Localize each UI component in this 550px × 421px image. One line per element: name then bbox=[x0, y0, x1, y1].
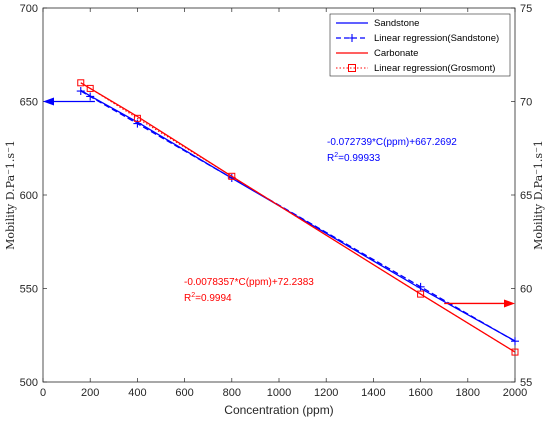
sandstone-r2-exponent: 2 bbox=[334, 152, 338, 159]
square-marker bbox=[511, 348, 519, 356]
x-tick-label: 200 bbox=[81, 387, 99, 399]
y-axis-label-right: Mobility D.Pa⁻1.s⁻1 bbox=[532, 140, 545, 250]
carbonate-r2: R2=0.9994 bbox=[184, 292, 232, 304]
series-line-2 bbox=[80, 82, 516, 353]
carbonate-r2-exponent: 2 bbox=[191, 292, 195, 299]
plus-marker bbox=[76, 87, 85, 96]
legend-marker-square bbox=[348, 64, 356, 72]
x-axis-label: Concentration (ppm) bbox=[224, 403, 333, 417]
x-tick-label: 0 bbox=[40, 387, 46, 399]
legend-label-carbonate: Carbonate bbox=[374, 48, 418, 59]
y-right-tick-label: 70 bbox=[520, 97, 532, 109]
axis-ticks: 0 200 400 600 800 1000 1200 1400 1600 1800 2000 500… bbox=[20, 3, 533, 399]
legend-marker-plus bbox=[348, 34, 356, 42]
x-tick-label: 800 bbox=[223, 387, 241, 399]
x-tick-label: 1800 bbox=[456, 387, 480, 399]
y-left-tick-label: 500 bbox=[20, 377, 38, 389]
carbonate-r2-value: =0.9994 bbox=[195, 293, 232, 304]
legend-label-grosmont-regression: Linear regression(Grosmont) bbox=[374, 63, 495, 74]
y-left-tick-label: 600 bbox=[20, 190, 38, 202]
legend-box bbox=[329, 13, 511, 77]
plus-marker bbox=[416, 282, 425, 291]
x-tick-label: 2000 bbox=[503, 387, 527, 399]
red-arrow-head bbox=[504, 299, 515, 308]
square-marker bbox=[133, 114, 141, 122]
x-tick-label: 600 bbox=[175, 387, 193, 399]
plus-marker bbox=[86, 92, 95, 101]
square-marker bbox=[86, 84, 94, 92]
plus-marker bbox=[511, 337, 519, 346]
sandstone-r2: R2=0.99933 bbox=[327, 152, 381, 164]
y-left-tick-label: 700 bbox=[20, 3, 38, 15]
sandstone-r2-value: =0.99933 bbox=[338, 153, 380, 164]
series-line-1 bbox=[80, 90, 516, 342]
y-right-tick-label: 65 bbox=[520, 190, 532, 202]
y-right-tick-label: 60 bbox=[520, 284, 532, 296]
x-tick-label: 400 bbox=[128, 387, 146, 399]
square-marker bbox=[77, 79, 85, 87]
x-tick-label: 1000 bbox=[267, 387, 291, 399]
x-tick-label: 1600 bbox=[408, 387, 432, 399]
y-right-tick-label: 55 bbox=[520, 377, 532, 389]
y-axis-label-left: Mobility D.Pa⁻1.s⁻1 bbox=[4, 140, 17, 250]
sandstone-equation: -0.072739*C(ppm)+667.2692 bbox=[327, 137, 457, 148]
x-tick-label: 1400 bbox=[361, 387, 385, 399]
square-marker bbox=[417, 290, 425, 298]
square-marker bbox=[228, 172, 236, 180]
series-layer bbox=[76, 79, 519, 356]
carbonate-equation: -0.0078357*C(ppm)+72.2383 bbox=[184, 277, 314, 288]
y-left-tick-label: 550 bbox=[20, 284, 38, 296]
x-tick-label: 1200 bbox=[314, 387, 338, 399]
y-right-tick-label: 75 bbox=[520, 3, 532, 15]
y-left-tick-label: 650 bbox=[20, 97, 38, 109]
sandstone-r2-prefix: R bbox=[327, 153, 334, 164]
arrows-layer bbox=[43, 97, 515, 308]
legend-label-sandstone: Sandstone bbox=[374, 18, 419, 29]
legend-label-sandstone-regression: Linear regression(Sandstone) bbox=[374, 33, 499, 44]
carbonate-r2-prefix: R bbox=[184, 293, 191, 304]
legend: Sandstone Linear regression(Sandstone) C… bbox=[329, 13, 511, 77]
blue-arrow-head bbox=[43, 97, 54, 106]
